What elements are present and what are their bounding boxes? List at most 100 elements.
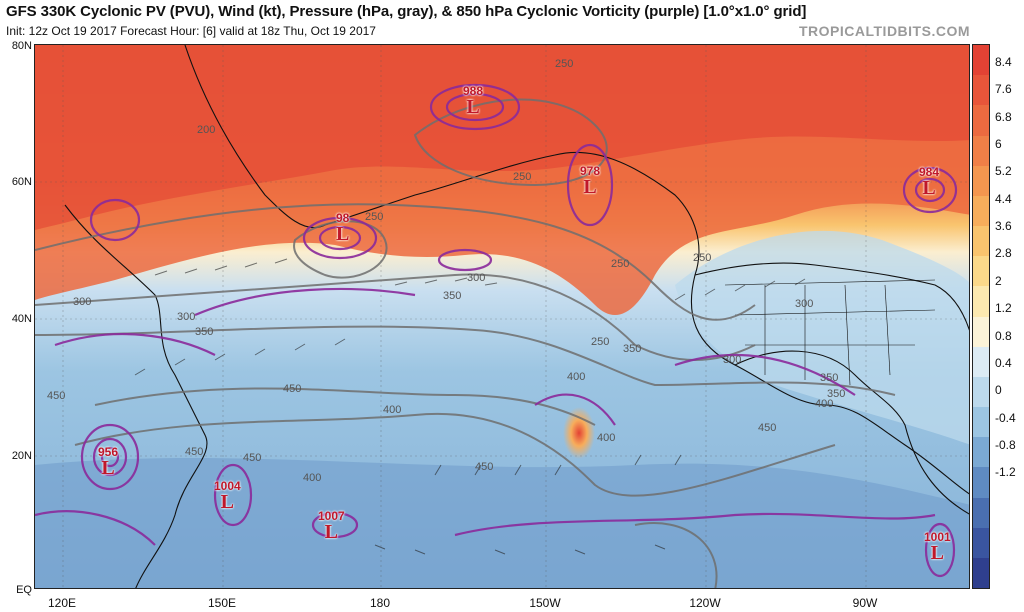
colorbar-segment [973,346,989,377]
low-letter: L [336,223,350,245]
colorbar-tick-label: 2.8 [995,246,1012,261]
low-center-1001: 1001 L [924,531,951,563]
colorbar-segment [973,497,989,528]
page-title: GFS 330K Cyclonic PV (PVU), Wind (kt), P… [6,3,807,20]
colorbar-segment [973,165,989,196]
isobar-label: 350 [623,343,641,355]
low-letter: L [101,457,115,479]
isobar-label: 350 [827,388,845,400]
low-center-956: 956 L [98,446,118,478]
colorbar-tick-label: 5.2 [995,164,1012,179]
colorbar-tick-label: 2 [995,273,1002,288]
isobar-label: 300 [73,296,91,308]
low-center-98: 98 L [336,212,349,244]
isobars [35,98,896,588]
isobar-label: 200 [197,124,215,136]
isobar-300 [35,273,756,361]
isobar-label: 300 [177,311,195,323]
isobar-450 [74,412,836,497]
colorbar-segment [973,316,989,347]
low-letter: L [324,521,339,543]
political-borders [724,279,936,386]
isobar-label: 300 [795,298,813,310]
isobar-label: 450 [283,383,301,395]
isobar-label: 450 [758,422,776,434]
colorbar-segment [973,467,989,498]
colorbar-segment [973,557,989,589]
low-pressure-value: 98 [336,211,350,225]
isobar-label: 350 [195,326,213,338]
colorbar-tick-label: 6.8 [995,109,1012,124]
colorbar-tick-label: 0 [995,383,1002,398]
isobar-label: 250 [693,252,711,264]
coastline-asia [64,204,208,588]
lat-label-80n: 80N [11,40,32,52]
colorbar-segment [973,407,989,438]
colorbar [972,44,990,589]
forecast-subtitle: Init: 12z Oct 19 2017 Forecast Hour: [6]… [6,24,376,38]
colorbar-tick-label: 3.6 [995,219,1012,234]
low-letter: L [466,96,480,118]
wind-barbs [134,258,806,555]
low-pressure-value: 1007 [318,509,345,523]
map-svg: 250 200 250 250 250 300 350 300 350 250 … [35,45,969,588]
isobar-label: 400 [383,404,401,416]
graticule [35,45,969,588]
brand-watermark: TROPICALTIDBITS.COM [798,23,970,39]
isobar-label: 300 [467,272,485,284]
colorbar-segment [973,286,989,317]
low-pressure-value: 984 [919,165,940,179]
isobar-value-labels: 250 200 250 250 250 300 350 300 350 250 … [47,58,845,484]
lon-label-180: 180 [369,596,391,610]
low-pressure-value: 956 [98,445,119,459]
colorbar-tick-label: 6 [995,137,1002,152]
isobar-label: 250 [611,258,629,270]
lat-label-eq: EQ [16,584,32,596]
isobar-label: 450 [185,446,203,458]
colorbar-segment [973,105,989,136]
colorbar-tick-label: -0.8 [995,437,1016,452]
isobar-label: 350 [443,290,461,302]
isobar-label: 300 [723,354,741,366]
isobar-tropical [634,522,718,588]
isobar-label: 450 [475,461,493,473]
isobar-label: 250 [555,58,573,70]
lon-label-120w: 120W [689,596,721,610]
low-pressure-value: 1004 [214,479,241,493]
colorbar-segment [973,256,989,287]
vorticity-contours [35,83,958,578]
low-center-1004: 1004 L [214,480,241,512]
colorbar-tick-label: 0.4 [995,355,1012,370]
low-pressure-value: 988 [463,84,484,98]
lon-label-150e: 150E [207,596,237,610]
isobar-label: 350 [820,372,838,384]
pv-hotspot [563,407,595,459]
colorbar-segment [973,437,989,468]
coastline-na-north [694,262,969,331]
low-letter: L [220,491,235,513]
isobar-350 [35,325,896,396]
colorbar-segment [973,135,989,166]
low-pressure-value: 1001 [924,530,951,544]
pv-core [35,45,969,230]
low-letter: L [930,542,945,564]
colorbar-segment [973,226,989,257]
isobar-label: 250 [591,336,609,348]
colorbar-tick-label: 4.4 [995,191,1012,206]
lon-label-120e: 120E [47,596,77,610]
isobar-label: 450 [243,452,261,464]
weather-map: 250 200 250 250 250 300 350 300 350 250 … [34,44,970,589]
coastline-main [184,45,969,495]
lat-label-60n: 60N [11,176,32,188]
colorbar-segment [973,527,989,558]
isobar-low-98 [293,220,388,279]
isobar-250 [35,203,756,321]
lat-label-20n: 20N [11,450,32,462]
low-center-988: 988 L [463,85,483,117]
lon-label-150w: 150W [529,596,561,610]
colorbar-segment [973,195,989,227]
coastline-na-south [734,350,969,515]
low-pressure-value: 978 [580,164,601,178]
isobar-400 [94,387,596,426]
low-center-978: 978 L [580,165,600,197]
